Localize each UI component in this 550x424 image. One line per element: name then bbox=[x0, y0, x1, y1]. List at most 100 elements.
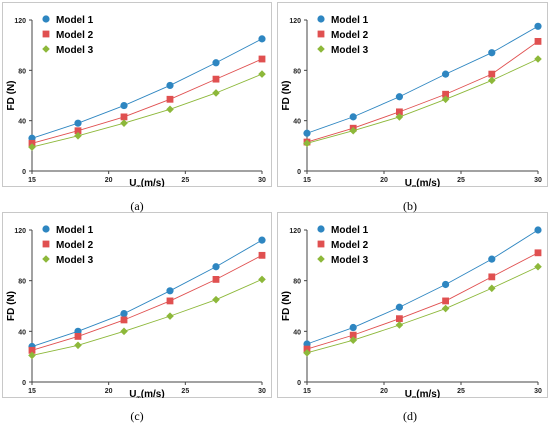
data-point-model-1 bbox=[212, 59, 220, 67]
y-tick-label: 40 bbox=[18, 119, 26, 126]
data-point-model-3 bbox=[441, 304, 450, 313]
legend-label: Model 3 bbox=[56, 45, 94, 56]
x-tick-label: 15 bbox=[303, 388, 311, 395]
series-line bbox=[306, 229, 539, 345]
data-point-model-3 bbox=[441, 95, 450, 104]
data-point-model-3 bbox=[42, 255, 50, 263]
x-tick-label: 15 bbox=[28, 388, 36, 395]
data-point-model-3 bbox=[166, 312, 174, 320]
data-point-model-3 bbox=[303, 139, 311, 148]
y-tick-label: 120 bbox=[14, 228, 26, 235]
data-point-model-3 bbox=[166, 105, 174, 114]
x-axis-label: U∞(m/s) bbox=[405, 178, 440, 187]
x-tick-label: 20 bbox=[105, 177, 113, 184]
y-axis-label: FD (N) bbox=[6, 81, 17, 111]
x-axis-label-sub: ∞ bbox=[137, 184, 141, 187]
x-tick-label: 20 bbox=[380, 388, 388, 395]
data-point-model-3 bbox=[120, 119, 128, 127]
data-point-model-1 bbox=[258, 35, 266, 43]
data-point-model-1 bbox=[166, 287, 174, 295]
series-line bbox=[306, 41, 539, 143]
legend-label: Model 2 bbox=[56, 240, 94, 251]
legend-label: Model 2 bbox=[331, 30, 369, 41]
data-point-model-2 bbox=[396, 315, 403, 323]
legend: Model 1 Model 2 Model 3 bbox=[42, 15, 94, 56]
data-point-model-2 bbox=[488, 70, 496, 78]
data-point-model-1 bbox=[258, 236, 266, 244]
y-tick-label: 0 bbox=[22, 169, 26, 176]
legend-label: Model 3 bbox=[56, 255, 94, 266]
x-tick-label: 20 bbox=[105, 388, 113, 395]
chart-panel-c: 0 40 80 120 15 20 25 30 FD (N) U∞(m/s) Model 1 Mode… bbox=[2, 212, 272, 398]
series-line bbox=[31, 278, 263, 356]
legend-label: Model 3 bbox=[331, 255, 369, 266]
legend-label: Model 1 bbox=[56, 15, 94, 26]
data-point-model-1 bbox=[442, 70, 450, 78]
x-tick-label: 20 bbox=[380, 177, 388, 184]
chart-panel-a: 0 40 80 120 15 20 25 30 FD (N) U∞(m/s) Model 1 Mode… bbox=[2, 2, 272, 187]
data-point-model-2 bbox=[534, 249, 542, 257]
x-tick-label: 25 bbox=[457, 177, 465, 184]
panel-caption: (d) bbox=[403, 409, 417, 423]
y-tick-label: 40 bbox=[293, 119, 301, 126]
series-line bbox=[31, 239, 263, 347]
x-axis-label-main: U bbox=[129, 389, 136, 398]
data-point-model-1 bbox=[42, 225, 50, 233]
chart-frame bbox=[2, 212, 272, 398]
data-point-model-2 bbox=[212, 75, 220, 83]
y-tick-label: 120 bbox=[289, 228, 301, 235]
x-axis-label: U∞(m/s) bbox=[405, 389, 440, 398]
data-point-model-3 bbox=[395, 321, 404, 329]
data-point-model-2 bbox=[120, 316, 128, 324]
data-point-model-3 bbox=[395, 113, 404, 121]
x-tick-label: 25 bbox=[181, 177, 189, 184]
y-tick-label: 80 bbox=[18, 279, 26, 286]
y-tick-label: 40 bbox=[18, 329, 26, 336]
x-axis-label-unit: (m/s) bbox=[141, 178, 165, 187]
legend-label: Model 2 bbox=[56, 30, 94, 41]
panel-caption: (c) bbox=[130, 409, 144, 423]
legend-label: Model 1 bbox=[331, 225, 369, 236]
legend: Model 1 Model 2 Model 3 bbox=[317, 225, 369, 266]
data-point-model-1 bbox=[42, 15, 50, 23]
y-tick-label: 0 bbox=[297, 380, 301, 387]
x-tick-label: 25 bbox=[181, 388, 189, 395]
series-model-1 bbox=[28, 236, 266, 351]
chart-frame bbox=[277, 2, 548, 187]
x-axis-label: U∞(m/s) bbox=[129, 178, 164, 187]
legend-label: Model 1 bbox=[331, 15, 369, 26]
x-axis-label-unit: (m/s) bbox=[416, 178, 440, 187]
data-point-model-3 bbox=[317, 45, 325, 53]
data-point-model-3 bbox=[488, 284, 496, 293]
data-point-model-1 bbox=[534, 22, 542, 30]
series-line bbox=[31, 58, 263, 144]
y-tick-label: 120 bbox=[14, 18, 26, 25]
y-axis-label: FD (N) bbox=[281, 81, 292, 111]
series-model-1 bbox=[303, 22, 542, 137]
data-point-model-1 bbox=[534, 226, 542, 234]
data-point-model-3 bbox=[349, 336, 357, 344]
data-point-model-3 bbox=[74, 341, 82, 350]
legend-label: Model 3 bbox=[331, 45, 369, 56]
x-tick-label: 30 bbox=[534, 177, 542, 184]
x-axis-label-main: U bbox=[405, 389, 412, 398]
y-tick-label: 80 bbox=[293, 279, 301, 286]
chart-frame bbox=[2, 2, 272, 187]
data-point-model-1 bbox=[317, 15, 325, 23]
x-axis-label-main: U bbox=[405, 178, 412, 187]
series-line bbox=[31, 38, 263, 139]
y-axis-label: FD (N) bbox=[6, 291, 17, 321]
data-point-model-1 bbox=[395, 303, 403, 311]
data-point-model-2 bbox=[258, 55, 266, 63]
panel-caption: (a) bbox=[130, 199, 144, 213]
legend: Model 1 Model 2 Model 3 bbox=[42, 225, 94, 266]
x-tick-label: 15 bbox=[303, 177, 311, 184]
data-point-model-2 bbox=[258, 251, 266, 259]
series-line bbox=[306, 25, 539, 134]
data-point-model-2 bbox=[349, 331, 357, 339]
y-tick-label: 0 bbox=[22, 380, 26, 387]
x-tick-label: 25 bbox=[457, 388, 465, 395]
x-axis-label-main: U bbox=[129, 178, 136, 187]
